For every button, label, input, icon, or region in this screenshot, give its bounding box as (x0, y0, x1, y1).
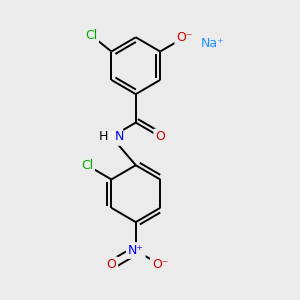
Text: Cl: Cl (85, 29, 97, 42)
Text: O⁻: O⁻ (176, 31, 193, 44)
Text: Cl: Cl (81, 159, 93, 172)
Text: O: O (106, 258, 116, 271)
Text: HN: HN (102, 130, 121, 143)
Text: N: N (115, 130, 124, 143)
Text: H: H (99, 130, 108, 143)
Text: Na⁺: Na⁺ (201, 37, 225, 50)
Text: O⁻: O⁻ (152, 258, 168, 271)
Text: N⁺: N⁺ (128, 244, 144, 257)
Text: O: O (155, 130, 165, 143)
